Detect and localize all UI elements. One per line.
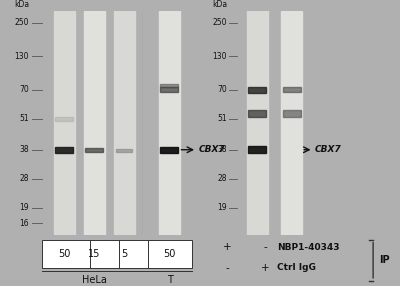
Text: -: - (264, 243, 268, 252)
Bar (116, 148, 132, 152)
Text: 38: 38 (217, 145, 227, 154)
Text: 70: 70 (19, 85, 29, 94)
Text: +: + (261, 263, 270, 273)
Bar (84, 11, 104, 235)
Text: 70: 70 (217, 85, 227, 94)
Bar (247, 11, 268, 235)
Text: CBX7: CBX7 (314, 145, 341, 154)
Text: 38: 38 (19, 145, 29, 154)
Bar (160, 84, 178, 87)
Text: 16: 16 (19, 219, 29, 228)
Bar (158, 11, 180, 235)
Text: 51: 51 (19, 114, 29, 123)
Bar (114, 11, 134, 235)
Text: CBX7: CBX7 (198, 145, 225, 154)
Bar (85, 148, 103, 152)
Bar (283, 110, 300, 117)
Text: Ctrl IgG: Ctrl IgG (277, 263, 316, 273)
Bar (248, 110, 266, 117)
Bar (42, 240, 192, 268)
Bar (160, 147, 178, 153)
Text: 130: 130 (14, 51, 29, 61)
Bar (248, 87, 266, 93)
Bar (281, 11, 302, 235)
Text: 130: 130 (212, 51, 227, 61)
Bar (54, 11, 74, 235)
Text: HeLa: HeLa (82, 275, 107, 285)
Text: kDa: kDa (14, 0, 29, 9)
Text: NBP1-40343: NBP1-40343 (277, 243, 340, 252)
Text: 19: 19 (217, 203, 227, 212)
Text: +: + (223, 243, 232, 252)
Bar (55, 117, 73, 121)
Text: 51: 51 (217, 114, 227, 123)
Text: 5: 5 (121, 249, 127, 259)
Bar (55, 147, 73, 153)
Text: 50: 50 (163, 249, 175, 259)
Text: 250: 250 (212, 18, 227, 27)
Bar (248, 146, 266, 153)
Text: -: - (225, 263, 229, 273)
Text: 15: 15 (88, 249, 100, 259)
Text: kDa: kDa (212, 0, 227, 9)
Text: 19: 19 (19, 203, 29, 212)
Text: T: T (166, 275, 172, 285)
Text: 250: 250 (14, 18, 29, 27)
Bar (160, 87, 178, 92)
Bar (283, 87, 300, 92)
Text: IP: IP (379, 255, 390, 265)
Text: 28: 28 (20, 174, 29, 183)
Text: 28: 28 (218, 174, 227, 183)
Text: 50: 50 (58, 249, 70, 259)
